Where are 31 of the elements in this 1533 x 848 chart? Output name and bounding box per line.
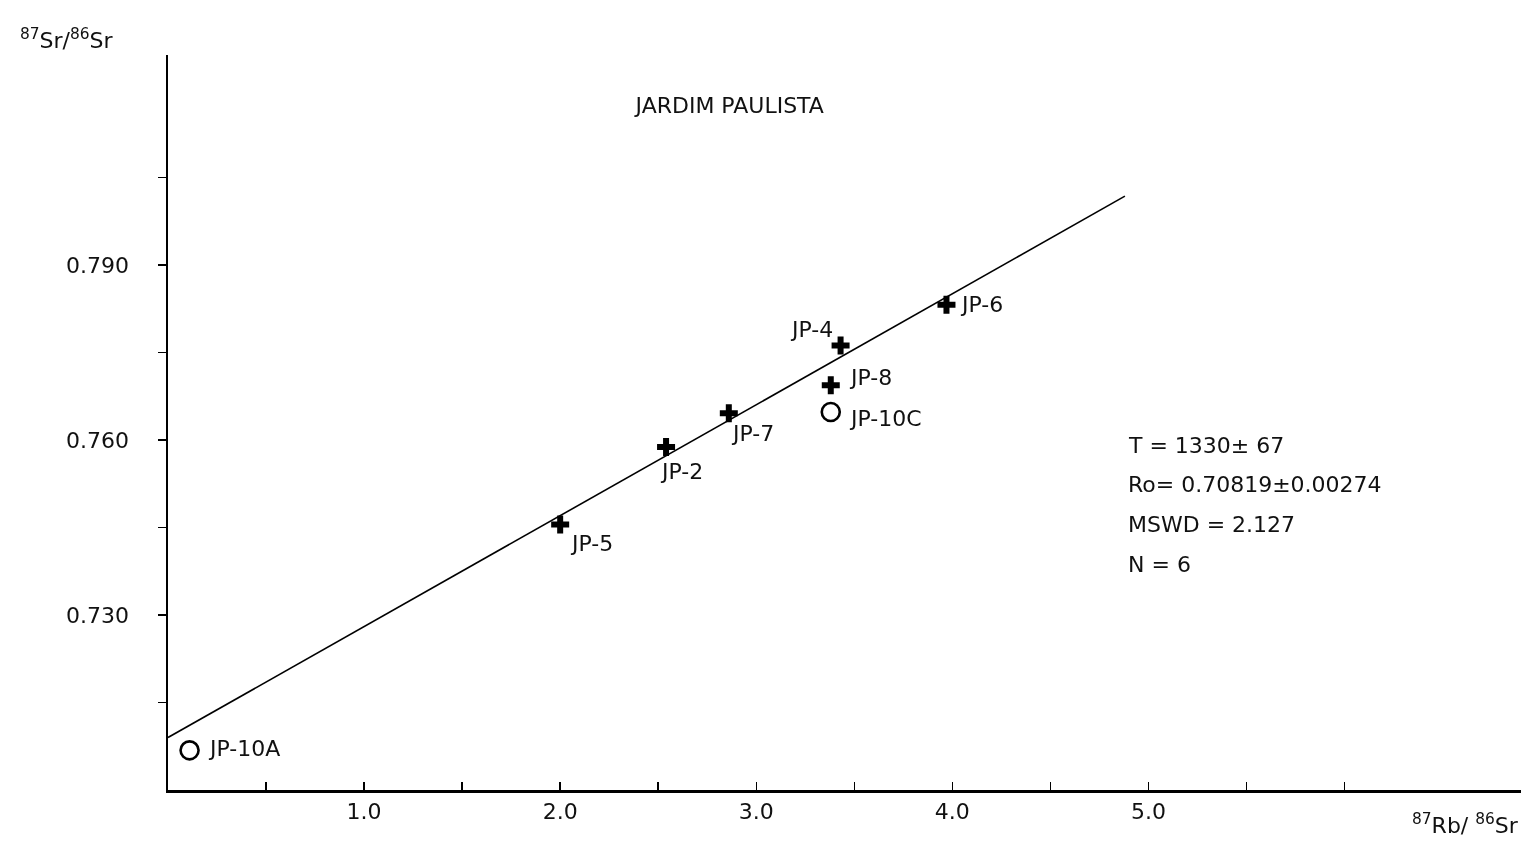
point	[831, 336, 850, 355]
point	[937, 295, 956, 314]
point	[179, 740, 200, 761]
y-tick-label: 0.730	[66, 602, 130, 628]
point	[719, 404, 738, 423]
point	[657, 438, 676, 456]
text: JARDIM PAULISTA	[633, 92, 824, 118]
annotation: JP-6	[960, 292, 1004, 317]
x-tick-label: 2.0	[542, 798, 578, 824]
annotation: JP-10C	[849, 406, 922, 431]
point	[551, 515, 570, 534]
annotation: JP-5	[570, 531, 614, 556]
annotation: JP-4	[790, 317, 834, 342]
annotation: JP-10A	[208, 736, 281, 761]
annotation: T = 1330± 67	[1128, 433, 1285, 458]
annotation: N = 6	[1128, 552, 1191, 577]
annotation: JP-2	[660, 459, 704, 484]
x-tick-label: 1.0	[346, 798, 382, 824]
y-tick-label: 0.760	[66, 427, 130, 453]
point	[820, 401, 842, 423]
x-tick-label: 4.0	[934, 798, 970, 824]
y-tick-label: 0.790	[66, 252, 130, 278]
annotation: JP-8	[849, 365, 893, 390]
annotation: JP-7	[731, 421, 775, 446]
x-tick-label: 3.0	[738, 798, 774, 824]
x-tick-label: 5.0	[1130, 798, 1166, 824]
x-axis-title: $^{87}$Rb/ $^{86}$Sr	[1412, 810, 1519, 839]
point	[821, 376, 840, 395]
annotation: Ro= 0.70819±0.00274	[1128, 472, 1382, 497]
y-axis-title: $^{87}$Sr/$^{86}$Sr	[20, 25, 114, 54]
annotation: MSWD = 2.127	[1128, 512, 1296, 537]
